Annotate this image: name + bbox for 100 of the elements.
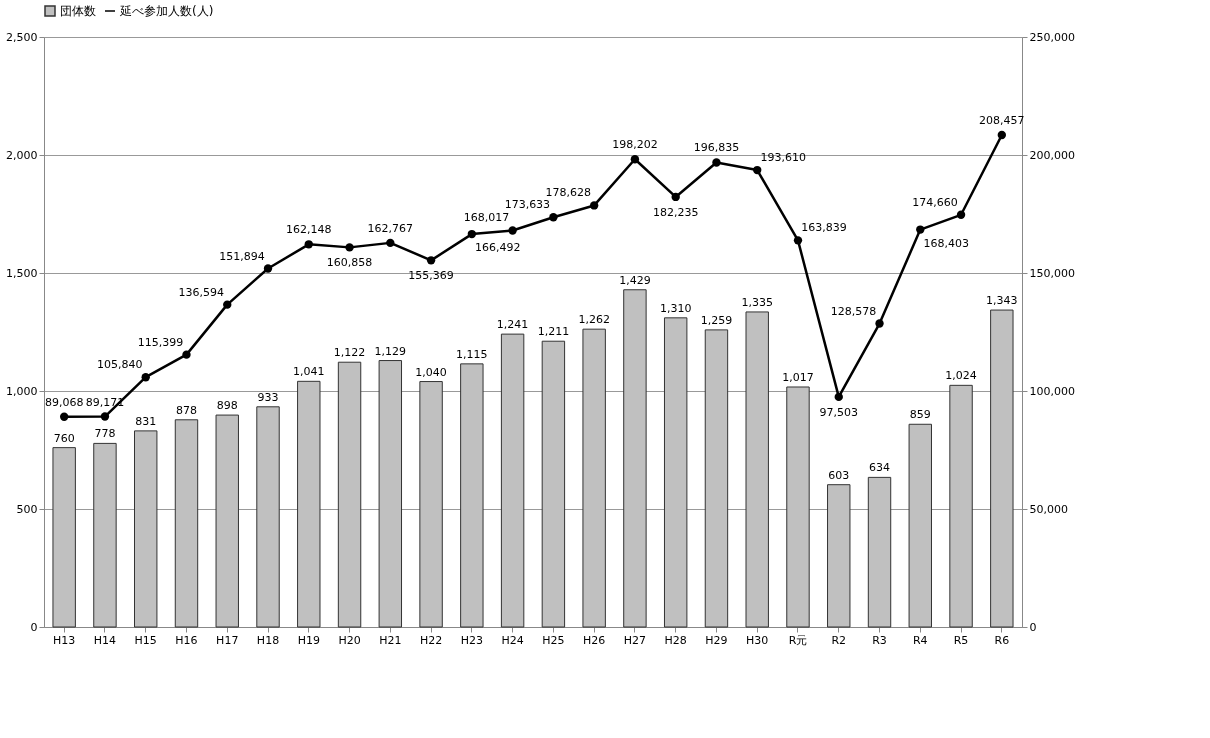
data-label: 178,628	[545, 186, 591, 200]
data-label: 1,429	[619, 273, 651, 287]
data-label: 778	[94, 427, 116, 441]
y2-tick-label: 200,000	[1029, 148, 1075, 162]
y-tick-label: 2,000	[6, 148, 38, 162]
bar	[663, 317, 688, 628]
data-label: 1,262	[578, 313, 610, 327]
data-label: 196,835	[693, 141, 740, 155]
bar	[704, 329, 729, 628]
data-label: 163,839	[801, 221, 847, 235]
x-tick-label: H15	[134, 633, 157, 647]
bar	[297, 380, 321, 628]
y2-tick-label: 150,000	[1029, 266, 1075, 280]
data-label: 155,369	[408, 269, 454, 283]
y2-tick-label: 250,000	[1029, 30, 1075, 44]
point	[916, 225, 925, 234]
point	[549, 213, 558, 222]
x-tick-label: H18	[256, 633, 280, 647]
bar	[582, 328, 606, 628]
point	[100, 412, 110, 421]
point	[141, 373, 150, 382]
point	[834, 392, 843, 402]
x-tick-label: H29	[705, 633, 728, 647]
legend-label: 団体数	[60, 4, 96, 18]
bar	[419, 381, 443, 628]
y2-tick-label: 100,000	[1029, 384, 1075, 398]
data-label: 634	[869, 461, 891, 475]
point	[589, 201, 599, 210]
bar	[215, 414, 239, 628]
bar	[52, 447, 76, 628]
data-label: 760	[53, 431, 75, 445]
bar	[745, 311, 769, 628]
x-tick-label: H21	[379, 633, 402, 647]
y-tick-label: 1,500	[6, 266, 38, 280]
point	[508, 226, 517, 235]
x-tick-label: R2	[831, 633, 847, 647]
y2-tick-label: 50,000	[1029, 502, 1068, 516]
bar	[786, 386, 810, 628]
point	[426, 256, 436, 265]
data-label: 208,457	[979, 114, 1025, 128]
data-label: 173,633	[504, 198, 551, 212]
point	[671, 192, 680, 202]
point	[753, 165, 762, 175]
data-label: 162,148	[286, 223, 332, 237]
point	[793, 236, 803, 245]
data-label: 1,115	[456, 347, 488, 361]
data-label: 168,017	[463, 211, 510, 225]
data-label: 1,259	[700, 313, 733, 327]
bar	[990, 309, 1014, 628]
data-label: 1,122	[333, 346, 366, 360]
data-label: 1,241	[496, 318, 529, 332]
bar	[134, 430, 158, 628]
data-label: 1,211	[537, 325, 570, 339]
bar	[623, 289, 647, 628]
data-label: 193,610	[760, 151, 806, 165]
data-label: 878	[175, 403, 197, 417]
point	[386, 238, 395, 248]
data-label: 603	[828, 468, 850, 482]
bar	[378, 360, 403, 628]
x-tick-label: R5	[953, 633, 969, 647]
x-tick-label: H26	[583, 633, 606, 647]
point	[223, 300, 232, 309]
data-label: 1,040	[415, 365, 447, 379]
x-tick-label: H30	[746, 633, 769, 647]
bar	[256, 406, 280, 628]
data-label: 1,335	[741, 295, 773, 309]
data-label: 115,399	[137, 335, 184, 349]
x-tick-label: H28	[664, 633, 687, 647]
data-label: 162,767	[367, 221, 414, 235]
bar	[908, 423, 932, 628]
data-label: 97,503	[819, 405, 858, 419]
bar	[949, 384, 973, 628]
x-tick-label: H23	[460, 633, 483, 647]
x-tick-label: H27	[623, 633, 647, 647]
point	[956, 210, 966, 219]
data-label: 174,660	[912, 195, 958, 209]
y-tick-label: 2,500	[6, 30, 38, 44]
bar	[867, 476, 892, 628]
bar	[827, 484, 851, 628]
data-label: 151,894	[219, 249, 265, 263]
data-label: 168,403	[923, 236, 970, 250]
x-tick-label: H16	[175, 633, 198, 647]
data-label: 136,594	[178, 285, 224, 299]
legend-label: 延べ参加人数(人)	[119, 4, 214, 18]
x-tick-label: R元	[788, 633, 808, 647]
y-tick-label: 500	[16, 502, 38, 516]
x-tick-label: R4	[912, 633, 928, 647]
bar	[460, 363, 484, 628]
bar	[93, 442, 117, 628]
bar	[174, 419, 199, 628]
point	[997, 130, 1006, 140]
bar	[337, 361, 362, 628]
data-label: 89,068	[44, 395, 84, 409]
data-label: 1,024	[945, 369, 977, 383]
bar	[500, 333, 525, 628]
x-tick-label: H22	[419, 633, 443, 647]
point	[304, 240, 313, 249]
data-label: 105,840	[96, 358, 143, 372]
x-tick-label: H17	[216, 633, 239, 647]
point	[630, 155, 640, 164]
